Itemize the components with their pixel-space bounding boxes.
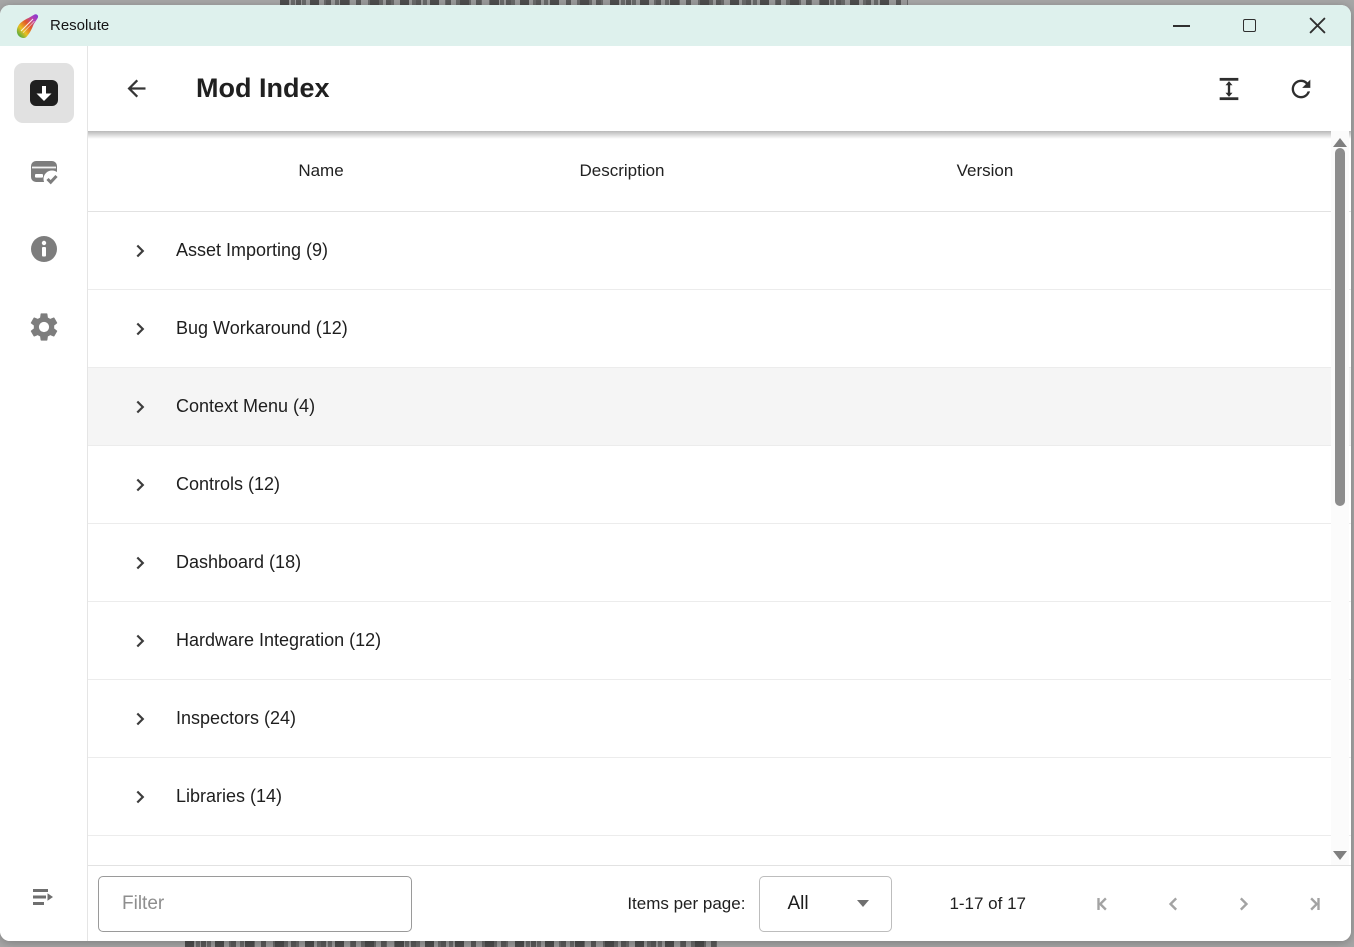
table-row[interactable]: Bug Workaround (12) bbox=[88, 290, 1351, 368]
refresh-icon bbox=[1291, 79, 1311, 98]
table-body: Asset Importing (9) Bug Workaround (12) … bbox=[88, 212, 1351, 836]
vertical-scrollbar[interactable] bbox=[1331, 131, 1349, 865]
items-per-page-value: All bbox=[787, 892, 809, 914]
window-controls bbox=[1147, 5, 1351, 46]
table-row[interactable]: Hardware Integration (12) bbox=[88, 602, 1351, 680]
sidebar bbox=[0, 46, 88, 941]
app-logo-icon bbox=[14, 12, 41, 39]
previous-page-icon bbox=[1168, 897, 1178, 910]
first-page-button[interactable] bbox=[1092, 891, 1118, 917]
scrollbar-down-arrow-icon[interactable] bbox=[1333, 851, 1347, 860]
table-row[interactable]: Inspectors (24) bbox=[88, 680, 1351, 758]
sidebar-item-mods[interactable] bbox=[13, 63, 74, 123]
background-window-sliver-bottom bbox=[185, 940, 717, 947]
dropdown-arrow-icon bbox=[857, 900, 870, 907]
row-label: Controls (12) bbox=[176, 474, 281, 494]
pagination-range-label: 1-17 of 17 bbox=[949, 893, 1026, 913]
settings-gear-icon bbox=[30, 313, 57, 341]
table-row[interactable]: Asset Importing (9) bbox=[88, 212, 1351, 290]
chevron-right-icon bbox=[128, 239, 152, 263]
column-header-description: Description bbox=[579, 161, 665, 180]
chevron-right-icon bbox=[128, 551, 152, 575]
back-button[interactable] bbox=[112, 65, 160, 113]
maximize-button[interactable] bbox=[1215, 5, 1283, 46]
close-icon bbox=[1308, 17, 1326, 34]
sidebar-item-settings[interactable] bbox=[14, 297, 74, 357]
refresh-button[interactable] bbox=[1277, 65, 1325, 113]
info-icon bbox=[30, 236, 57, 262]
app-title: Resolute bbox=[50, 17, 110, 34]
first-page-icon bbox=[1097, 897, 1107, 910]
chevron-right-icon bbox=[128, 629, 152, 653]
page-toolbar: Mod Index bbox=[88, 46, 1351, 131]
table-row[interactable]: Libraries (14) bbox=[88, 758, 1351, 836]
table-row[interactable]: Controls (12) bbox=[88, 446, 1351, 524]
pagination-controls bbox=[1092, 891, 1325, 917]
scrollbar-thumb[interactable] bbox=[1335, 148, 1345, 506]
chevron-right-icon bbox=[128, 317, 152, 341]
sidebar-item-about[interactable] bbox=[14, 219, 74, 279]
app-window: Resolute bbox=[0, 5, 1351, 941]
chevron-right-icon bbox=[128, 395, 152, 419]
table-footer: Items per page: All 1-17 of 17 bbox=[88, 865, 1351, 941]
row-height-expand-icon bbox=[1219, 77, 1239, 100]
column-header-version: Version bbox=[956, 161, 1014, 180]
table-header-row: Name Description Version bbox=[88, 131, 1351, 212]
next-page-icon bbox=[1239, 897, 1249, 910]
row-label: Inspectors (24) bbox=[176, 708, 297, 728]
table-row[interactable]: Context Menu (4) bbox=[88, 368, 1351, 446]
titlebar: Resolute bbox=[0, 5, 1351, 46]
background-window-sliver-top bbox=[280, 0, 908, 6]
table-viewport: Name Description Version Asset Importing… bbox=[88, 131, 1351, 865]
chevron-right-icon bbox=[128, 785, 152, 809]
next-page-button[interactable] bbox=[1230, 891, 1256, 917]
table-row[interactable]: Dashboard (18) bbox=[88, 524, 1351, 602]
previous-page-button[interactable] bbox=[1161, 891, 1187, 917]
mod-download-icon bbox=[29, 80, 58, 106]
main-panel: Mod Index bbox=[88, 46, 1351, 941]
row-label: Hardware Integration (12) bbox=[176, 630, 382, 650]
row-label: Asset Importing (9) bbox=[176, 240, 329, 260]
arrow-back-icon bbox=[127, 79, 145, 98]
row-label: Dashboard (18) bbox=[176, 552, 302, 572]
toolbar-actions bbox=[1205, 65, 1325, 113]
row-label: Libraries (14) bbox=[176, 786, 283, 806]
mod-check-icon bbox=[30, 161, 60, 188]
last-page-icon bbox=[1310, 897, 1320, 910]
menu-open-icon bbox=[32, 889, 53, 905]
items-per-page-select[interactable]: All bbox=[759, 875, 893, 932]
minimize-icon bbox=[1172, 24, 1190, 27]
row-label: Context Menu (4) bbox=[176, 396, 316, 416]
scrollbar-up-arrow-icon[interactable] bbox=[1333, 138, 1347, 147]
sidebar-item-installed[interactable] bbox=[14, 141, 74, 201]
column-header-name: Name bbox=[298, 161, 344, 180]
sidebar-expand-button[interactable] bbox=[14, 867, 74, 927]
chevron-right-icon bbox=[128, 707, 152, 731]
maximize-icon bbox=[1242, 19, 1256, 32]
row-label: Bug Workaround (12) bbox=[176, 318, 348, 338]
row-height-button[interactable] bbox=[1205, 65, 1253, 113]
filter-input[interactable] bbox=[98, 875, 412, 932]
page-title: Mod Index bbox=[196, 73, 330, 103]
chevron-right-icon bbox=[128, 473, 152, 497]
last-page-button[interactable] bbox=[1299, 891, 1325, 917]
close-button[interactable] bbox=[1283, 5, 1351, 46]
minimize-button[interactable] bbox=[1147, 5, 1215, 46]
items-per-page-label: Items per page: bbox=[627, 893, 746, 913]
table-row-partial[interactable] bbox=[88, 836, 1351, 864]
